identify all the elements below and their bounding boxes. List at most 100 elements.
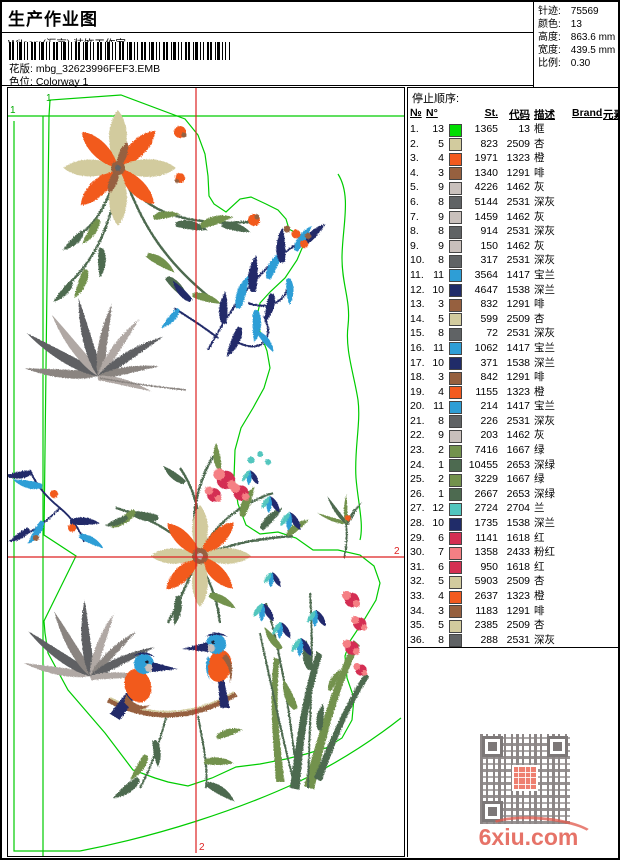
- guide-label-1-left: 1: [10, 105, 16, 116]
- embroidery-design: 1 1: [8, 88, 404, 856]
- stop-table-row: 12. 10 4647 1538 深兰: [410, 283, 555, 298]
- thread-color-swatch: [446, 618, 462, 633]
- stop-table-rows: 1. 13 1365 13 框 2. 5 823 2509 杏 3. 4 197…: [408, 122, 618, 649]
- stop-table-title: 停止顺序:: [412, 93, 460, 105]
- design-canvas: 1 1: [7, 87, 405, 857]
- crosshair-label-2-bottom: 2: [199, 842, 205, 853]
- motif-topleft-flower: [48, 110, 260, 315]
- stats-box: 针迹: 75569 颜色: 13 高度: 863.6 mm 宽度: 439.5 …: [533, 2, 618, 88]
- garment-outline: [43, 94, 402, 852]
- header: 生产作业图 Wilcom(汇京) 装饰工作室 花版: mbg_32623996F…: [2, 2, 533, 89]
- design-file-value: mbg_32623996FEF3.EMB: [35, 63, 161, 75]
- col-stitches: St.: [484, 107, 498, 119]
- stop-table-row: 25. 2 3229 1667 绿: [410, 473, 545, 487]
- stop-table-row: 23. 2 7416 1667 绿: [410, 443, 545, 458]
- colorway-label: 色位:: [9, 76, 33, 88]
- motif-gray-palm-upper: [24, 298, 187, 409]
- thread-color-swatch: [446, 210, 462, 225]
- stop-table-row: 24. 1 10455 2653 深绿: [410, 458, 555, 473]
- stat-row: 针迹: 75569: [538, 6, 599, 17]
- stat-row: 颜色: 13: [538, 19, 582, 30]
- thread-color-swatch: [446, 253, 462, 268]
- thread-color-swatch: [446, 604, 462, 619]
- motif-kingfishers: [106, 632, 243, 810]
- stop-table-row: 16. 11 1062 1417 宝兰: [410, 341, 555, 356]
- thread-color-swatch: [446, 356, 462, 371]
- stop-table-row: 31. 6 950 1618 红: [410, 560, 545, 575]
- stop-table-row: 4. 3 1340 1291 啡: [410, 166, 545, 181]
- stop-table-row: 6. 8 5144 2531 深灰: [410, 195, 555, 210]
- stop-table-header: № N° St. 代码 描述 Brand 元素: [408, 107, 618, 122]
- thread-color-swatch: [446, 516, 462, 531]
- stat-row: 宽度: 439.5 mm: [538, 45, 616, 56]
- stop-table-row: 2. 5 823 2509 杏: [410, 137, 545, 152]
- stop-table-row: 14. 5 599 2509 杏: [410, 312, 545, 327]
- thread-color-swatch: [446, 633, 462, 648]
- stop-table-row: 35. 5 2385 2509 杏: [410, 618, 545, 633]
- stop-table-row: 3. 4 1971 1323 橙: [410, 151, 545, 166]
- stop-sequence-panel: 停止顺序: № N° St. 代码 描述 Brand 元素 1. 13 1365…: [407, 87, 618, 857]
- stop-table-row: 30. 7 1358 2433 粉红: [410, 545, 555, 560]
- thread-color-swatch: [446, 545, 462, 560]
- qr-finder-icon: [482, 736, 503, 757]
- qr-finder-icon: [547, 736, 568, 757]
- col-stop-number: №: [410, 107, 422, 119]
- col-swatch: [446, 107, 462, 122]
- stop-table-row: 19. 4 1155 1323 橙: [410, 385, 545, 400]
- stop-table-row: 10. 8 317 2531 深灰: [410, 253, 555, 268]
- thread-color-swatch: [446, 151, 462, 166]
- colorway-value: Colorway 1: [35, 76, 89, 88]
- motif-right-flowers: [250, 571, 371, 794]
- stop-table-row: 26. 1 2667 2653 深绿: [410, 487, 555, 502]
- stop-table-row: 8. 8 914 2531 深灰: [410, 225, 555, 239]
- col-brand: Brand: [572, 107, 603, 119]
- stop-table-row: 20. 11 214 1417 宝兰: [410, 400, 555, 414]
- colorway-row: 色位: Colorway 1: [9, 74, 88, 89]
- stop-table-row: 11. 11 3564 1417 宝兰: [410, 268, 555, 283]
- thread-color-swatch: [446, 268, 462, 283]
- col-element: 元素: [603, 109, 618, 121]
- thread-color-swatch: [446, 501, 462, 516]
- watermark-text: 6xiu.com: [478, 824, 579, 850]
- stop-table-row: 29. 6 1141 1618 红: [410, 531, 545, 546]
- qr-center-logo: [512, 765, 538, 791]
- col-needle: N°: [426, 107, 438, 119]
- thread-color-swatch: [446, 458, 462, 473]
- stop-table-row: 13. 3 832 1291 啡: [410, 297, 545, 312]
- guide-lines: 1 1: [8, 93, 404, 856]
- stop-table-row: 15. 8 72 2531 深灰: [410, 327, 555, 341]
- stat-row: 高度: 863.6 mm: [538, 32, 616, 43]
- thread-color-swatch: [446, 443, 462, 458]
- thread-color-swatch: [446, 195, 462, 210]
- motif-blue-branch: [156, 223, 330, 357]
- thread-color-swatch: [446, 297, 462, 312]
- crosshair-label-2-right: 2: [394, 546, 400, 557]
- design-file-row: 花版: mbg_32623996FEF3.EMB: [9, 61, 160, 76]
- stop-table-row: 28. 10 1735 1538 深兰: [410, 516, 555, 531]
- page-title: 生产作业图: [2, 2, 533, 33]
- stop-table-row: 27. 12 2724 2704 兰: [410, 501, 545, 516]
- stop-table-row: 1. 13 1365 13 框: [410, 123, 545, 137]
- stop-table-row: 9. 9 150 1462 灰: [410, 239, 545, 254]
- thread-color-swatch: [446, 341, 462, 356]
- thread-color-swatch: [446, 180, 462, 195]
- barcode: [9, 42, 230, 60]
- thread-color-swatch: [446, 589, 462, 604]
- stop-table-row: 17. 10 371 1538 深兰: [410, 356, 555, 371]
- guide-label-1-top: 1: [46, 93, 52, 104]
- stop-table-row: 32. 5 5903 2509 杏: [410, 575, 545, 589]
- thread-color-swatch: [446, 560, 462, 575]
- thread-color-swatch: [446, 370, 462, 385]
- stop-table-row: 33. 4 2637 1323 橙: [410, 589, 545, 604]
- thread-color-swatch: [446, 137, 462, 152]
- thread-color-swatch: [446, 428, 462, 443]
- stop-table-row: 18. 3 842 1291 啡: [410, 370, 545, 385]
- thread-color-swatch: [446, 166, 462, 181]
- stop-table-row: 21. 8 226 2531 深灰: [410, 414, 555, 429]
- thread-color-swatch: [446, 385, 462, 400]
- design-file-label: 花版:: [9, 63, 33, 75]
- thread-color-swatch: [446, 312, 462, 327]
- qr-code: [480, 734, 570, 824]
- thread-color-swatch: [446, 239, 462, 254]
